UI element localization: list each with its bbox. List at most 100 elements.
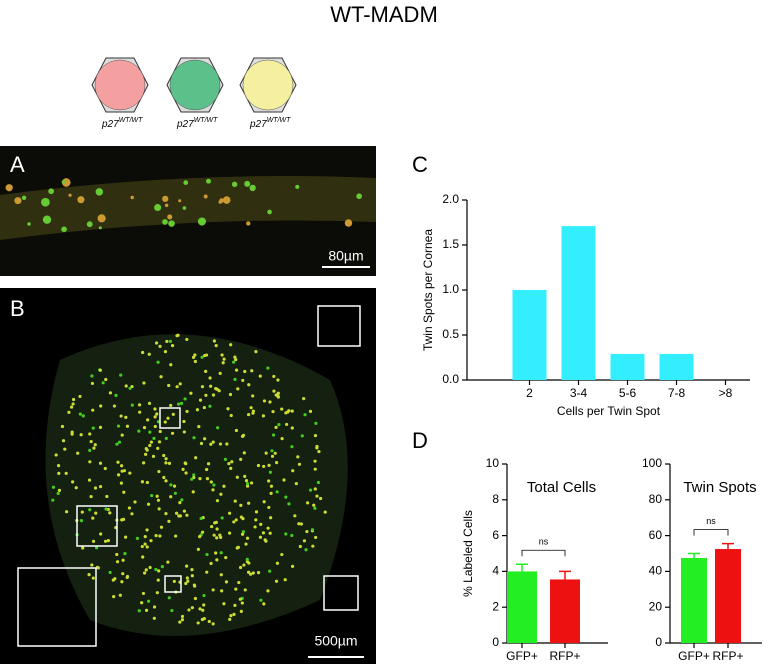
significance-label: ns [706,516,716,526]
cell-dot [186,579,190,583]
cell-dot [198,398,203,402]
cell-dot [211,488,215,492]
cell-dot [168,339,172,343]
cell-dot [235,475,239,479]
cell-dot [164,457,168,461]
cell-dot [242,451,246,455]
y-axis-label: % Labeled Cells [461,510,475,597]
inset-frame [159,407,181,429]
cell-dot [90,381,95,386]
y-axis-label: Twin Spots per Cornea [421,229,435,351]
cell-dot [183,180,189,185]
cell-dot [284,495,288,499]
cell-dot [197,424,201,429]
cell-dot [231,181,238,188]
cell-dot [253,525,257,529]
cell-dot [272,374,276,379]
cell-dot [111,578,115,582]
cell-dot [313,433,318,438]
cell-dot [239,503,243,507]
cell-dot [209,384,213,388]
cell-dot [254,510,259,514]
cell-dot [184,471,188,475]
cell-dot [244,180,251,187]
cell-dot [207,619,211,624]
cornea [45,334,348,636]
cell-dot [304,548,308,552]
cell-dot [78,412,82,416]
cell-dot [196,547,200,551]
cell-dot [95,546,99,550]
cell-dot [319,496,323,501]
cell-dot [124,415,128,419]
allele: WT/WT [119,117,143,124]
cell-body [242,59,294,111]
cell-dot [71,480,75,484]
significance-label: ns [539,537,549,547]
cell-dot [244,478,249,483]
inset-frame [76,505,118,547]
cell-dot [209,442,213,446]
cell-dot [202,617,206,621]
cell-dot [153,424,157,429]
cell-dot [203,437,207,441]
cell-dot [149,539,153,543]
cell-dot [143,535,147,539]
cell-dot [178,199,182,203]
panel-label: B [10,296,25,321]
cell-dot [88,448,92,452]
cell-dot [211,622,215,626]
cell-dot [185,576,189,580]
cell-dot [214,387,218,391]
cell-dot [57,488,62,492]
cell-dot [120,433,124,437]
cell-dot [159,375,163,379]
cell-dot [14,197,22,205]
cell-dot [79,519,84,523]
cell-dot [154,567,158,572]
cell-dot [157,569,161,573]
cell-dot [213,521,217,525]
cell-dot [81,414,85,418]
cell-dot [162,219,168,225]
cell-dot [112,595,116,599]
cell-dot [229,413,233,418]
y-tick-label: 100 [642,456,662,470]
genotype: p27WT/WT [249,117,291,130]
cell-dot [143,542,147,546]
cell-dot [48,188,54,195]
inset-frame [323,575,359,611]
cell-dot [308,488,313,492]
cell-dot [198,535,202,539]
cell-dot [130,403,134,407]
cell-dot [64,471,68,475]
cell-dot [167,461,172,465]
cell-dot [275,561,280,565]
cell-dot [70,432,74,436]
cell-dot [212,483,216,487]
cell-dot [157,507,161,511]
cell-dot [149,440,153,444]
cell-dot [91,516,95,520]
cell-dot [223,457,228,461]
cell-dot [196,621,200,625]
cell-dot [173,491,177,495]
bar [610,353,645,380]
cell-dot [200,385,205,389]
cell-dot [21,195,27,200]
cell-dot [164,436,168,440]
cell-dot [254,518,258,522]
cell-dot [244,542,248,546]
cell-dot [157,440,162,444]
cell-dot [120,518,124,522]
cell-dot [137,429,141,433]
cell-dot [305,501,310,505]
cell-dot [115,560,120,564]
cell-dot [92,446,96,450]
cell-dot [51,498,55,502]
cell-dot [128,471,132,475]
cell-dot [211,393,216,397]
cell-dot [87,573,91,577]
cell-dot [313,467,317,471]
cell-dot [156,360,160,364]
